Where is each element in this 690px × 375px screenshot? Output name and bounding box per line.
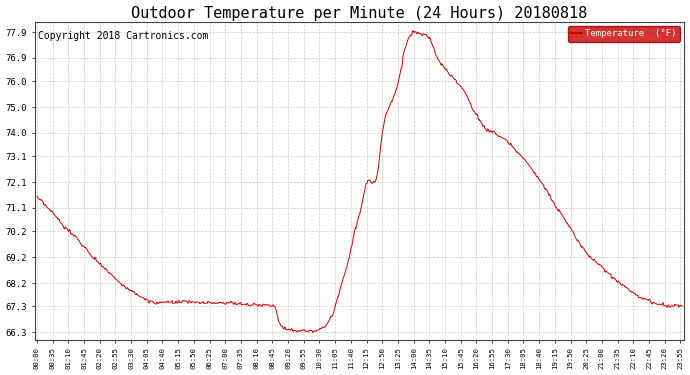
Title: Outdoor Temperature per Minute (24 Hours) 20180818: Outdoor Temperature per Minute (24 Hours… (131, 6, 588, 21)
Legend: Temperature  (°F): Temperature (°F) (568, 26, 680, 42)
Text: Copyright 2018 Cartronics.com: Copyright 2018 Cartronics.com (38, 31, 208, 41)
